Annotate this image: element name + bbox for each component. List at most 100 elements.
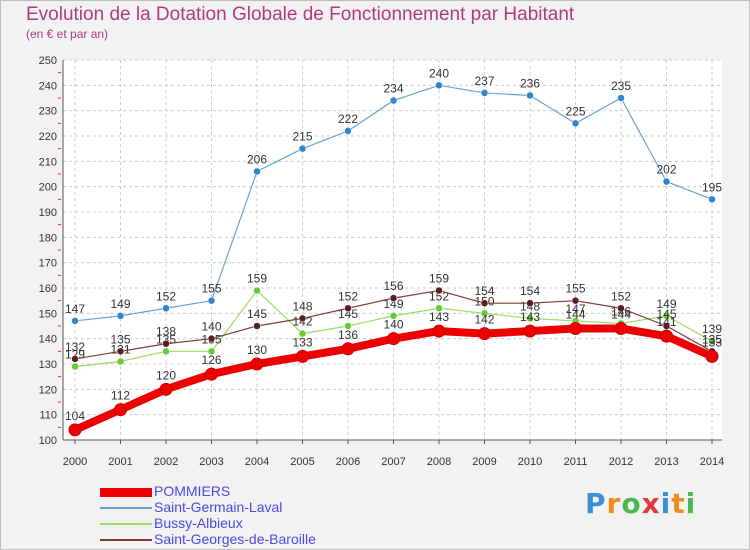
data-point — [480, 309, 489, 318]
data-label: 138 — [156, 325, 176, 339]
x-tick-label: 2009 — [472, 456, 496, 468]
y-tick-label: 110 — [39, 410, 57, 422]
x-tick-label: 2010 — [518, 456, 542, 468]
data-label: 140 — [383, 318, 403, 332]
data-point — [708, 195, 716, 204]
data-label: 152 — [429, 289, 449, 303]
data-point — [389, 294, 398, 302]
data-label: 202 — [656, 163, 676, 177]
data-point — [296, 349, 309, 363]
data-label: 141 — [656, 315, 676, 329]
logo-letter: i — [660, 487, 672, 520]
data-label: 236 — [520, 76, 540, 90]
data-label: 159 — [247, 272, 267, 286]
x-tick-label: 2005 — [290, 456, 314, 468]
data-point — [71, 355, 79, 363]
data-point — [660, 329, 673, 343]
data-point — [435, 286, 443, 295]
data-label: 133 — [292, 335, 312, 349]
data-point — [207, 347, 216, 356]
legend-label: Saint-Georges-de-Baroille — [154, 531, 316, 547]
data-point — [207, 334, 216, 343]
data-point — [662, 312, 671, 320]
data-label: 152 — [338, 289, 358, 303]
data-point — [569, 322, 582, 336]
chart-subtitle: (en € et par an) — [26, 27, 109, 41]
data-point — [116, 347, 125, 356]
data-point — [435, 81, 443, 90]
logo-letter: r — [606, 487, 622, 520]
logo-letter: i — [685, 487, 697, 520]
legend-swatch — [100, 487, 152, 497]
data-label: 149 — [383, 297, 403, 311]
data-label: 147 — [565, 302, 585, 316]
data-point — [614, 322, 628, 336]
data-label: 126 — [201, 353, 221, 367]
x-tick-label: 2013 — [654, 456, 678, 468]
data-label: 136 — [338, 328, 358, 342]
x-tick-label: 2001 — [108, 456, 132, 468]
data-label: 155 — [201, 282, 221, 296]
data-label: 235 — [611, 79, 631, 93]
data-label: 154 — [474, 284, 494, 298]
logo-letter: t — [671, 487, 686, 520]
data-label: 155 — [565, 282, 585, 296]
data-point — [71, 362, 79, 371]
data-point — [662, 177, 671, 186]
x-tick-label: 2007 — [381, 456, 405, 468]
y-tick-label: 250 — [39, 55, 57, 67]
data-label: 240 — [429, 66, 449, 80]
data-label: 206 — [247, 152, 267, 166]
y-tick-label: 100 — [39, 435, 57, 447]
x-tick-label: 2006 — [336, 456, 360, 468]
data-label: 142 — [474, 313, 494, 327]
data-point — [114, 403, 127, 417]
legend-label: Saint-Germain-Laval — [154, 499, 283, 515]
data-label: 104 — [65, 409, 85, 423]
data-point — [705, 349, 719, 363]
data-point — [253, 167, 261, 176]
data-label: 234 — [383, 82, 403, 96]
data-label: 222 — [338, 112, 358, 126]
data-point — [526, 299, 534, 307]
data-point — [389, 312, 398, 320]
legend-swatch — [100, 539, 152, 541]
logo-letter: o — [621, 487, 642, 520]
legend-label: Bussy-Albieux — [154, 515, 243, 531]
legend-swatch — [100, 523, 152, 525]
data-point — [389, 96, 398, 105]
data-label: 148 — [292, 299, 312, 313]
data-point — [526, 91, 534, 100]
data-label: 140 — [201, 320, 221, 334]
data-label: 147 — [65, 302, 85, 316]
data-point — [344, 304, 352, 313]
data-label: 130 — [247, 343, 267, 357]
data-point — [205, 367, 218, 381]
data-point — [162, 304, 170, 313]
data-label: 152 — [156, 289, 176, 303]
data-point — [571, 296, 580, 305]
legend-swatch — [100, 507, 152, 509]
data-label: 144 — [611, 308, 631, 322]
data-label: 144 — [565, 308, 585, 322]
data-point — [344, 322, 352, 330]
data-point — [298, 314, 307, 323]
plot-area — [63, 60, 722, 440]
data-point — [617, 94, 625, 102]
data-point — [250, 357, 264, 371]
data-label: 135 — [702, 332, 722, 346]
y-tick-label: 190 — [39, 207, 57, 219]
data-point — [298, 329, 307, 338]
data-point — [571, 119, 580, 128]
data-label: 156 — [383, 279, 403, 293]
legend-label: POMMIERS — [154, 483, 231, 499]
data-point — [159, 382, 173, 396]
logo-letter: P — [585, 487, 607, 520]
x-tick-label: 2004 — [245, 456, 269, 468]
y-tick-label: 220 — [39, 131, 57, 143]
y-tick-label: 200 — [39, 182, 57, 194]
y-tick-label: 140 — [39, 334, 57, 346]
data-label: 145 — [247, 307, 267, 321]
data-label: 159 — [429, 272, 449, 286]
data-point — [480, 89, 489, 97]
